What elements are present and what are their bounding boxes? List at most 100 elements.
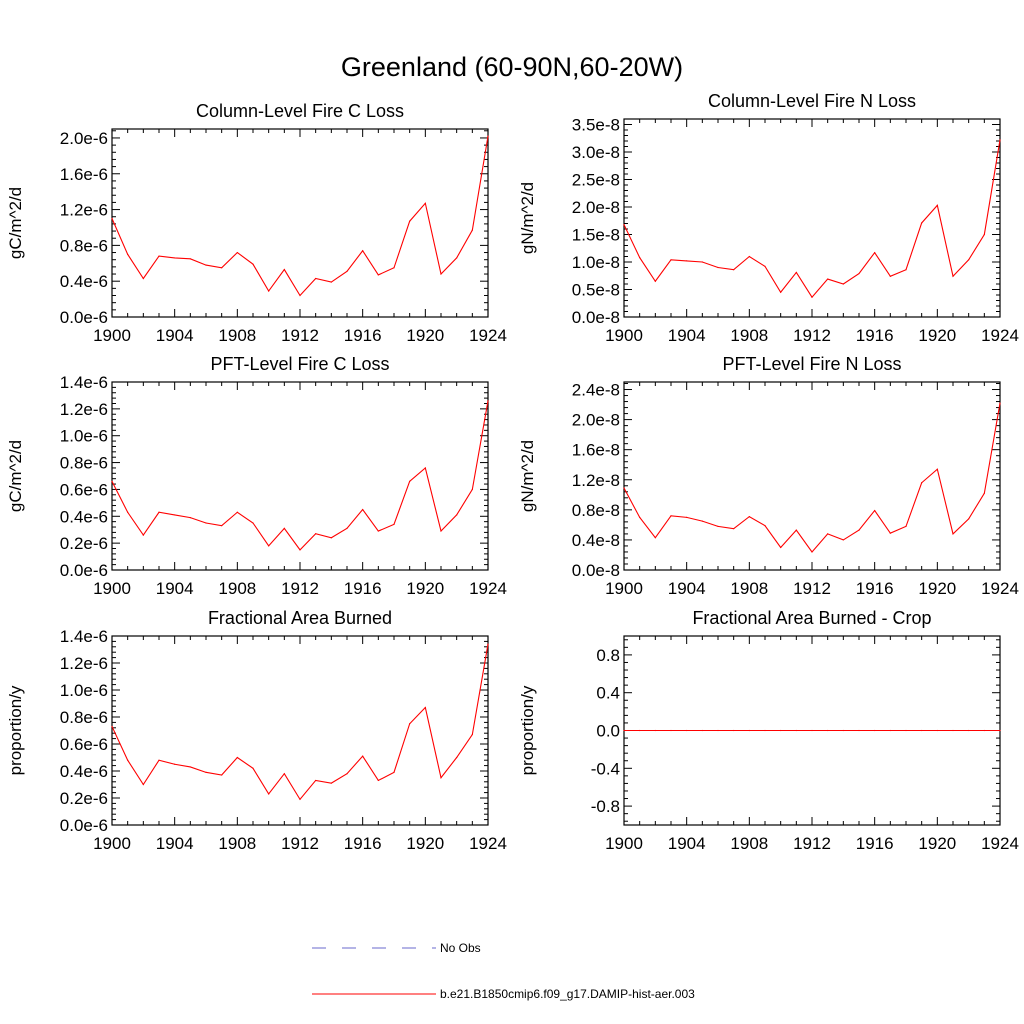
y-tick-label: 1.6e-6	[60, 165, 108, 184]
data-point	[142, 783, 144, 786]
x-tick-label: 1904	[156, 326, 194, 345]
data-point	[174, 763, 176, 765]
legend-label: No Obs	[440, 941, 481, 955]
data-point	[623, 487, 625, 489]
data-point	[764, 265, 766, 267]
y-tick-label: 1.6e-8	[572, 441, 620, 460]
y-tick-label: 0.4e-6	[60, 507, 108, 526]
panel-title: Column-Level Fire N Loss	[708, 91, 916, 111]
x-tick-label: 1908	[218, 834, 256, 853]
y-tick-label: 1.4e-6	[60, 627, 108, 646]
data-point	[221, 774, 223, 776]
data-point	[487, 643, 489, 645]
data-point	[983, 729, 985, 732]
data-point	[842, 729, 844, 732]
data-point	[686, 729, 688, 732]
data-point	[701, 729, 703, 732]
data-point	[456, 257, 458, 259]
data-point	[487, 400, 489, 402]
y-axis-label: gC/m^2/d	[6, 440, 25, 512]
data-point	[968, 729, 970, 732]
data-point	[424, 706, 426, 709]
data-point	[393, 267, 395, 269]
data-point	[362, 755, 364, 757]
panel-title: Column-Level Fire C Loss	[196, 101, 404, 121]
data-point	[733, 269, 735, 271]
y-axis-label: proportion/y	[6, 685, 25, 775]
data-point	[409, 220, 411, 222]
panel-title: PFT-Level Fire C Loss	[210, 354, 389, 374]
plot-frame	[111, 381, 489, 571]
data-point	[189, 766, 191, 768]
data-point	[701, 261, 703, 263]
y-tick-label: 2.5e-8	[572, 171, 620, 190]
data-point	[889, 275, 891, 277]
panel-1: Column-Level Fire C Loss gC/m^2/d 1900 1904…	[6, 101, 507, 345]
x-tick-label: 1900	[605, 834, 643, 853]
data-point	[764, 525, 766, 527]
x-tick-label: 1920	[406, 326, 444, 345]
data-point	[842, 539, 844, 541]
x-tick-label: 1916	[344, 834, 382, 853]
y-tick-label: 1.0e-6	[60, 427, 108, 446]
data-point	[811, 551, 813, 553]
data-point	[440, 777, 442, 779]
data-point	[236, 251, 238, 254]
data-point	[377, 530, 379, 532]
series-line	[623, 402, 1001, 553]
panel-title: Fractional Area Burned	[208, 608, 392, 628]
data-point	[623, 224, 625, 226]
x-tick-label: 1900	[93, 834, 131, 853]
data-point	[921, 222, 923, 224]
data-point	[780, 729, 782, 732]
data-point	[362, 250, 364, 252]
data-point	[858, 729, 860, 732]
data-point	[842, 283, 844, 285]
data-point	[748, 729, 750, 732]
data-point	[717, 266, 719, 269]
y-tick-label: 0.8	[596, 646, 620, 665]
y-axis-label: gN/m^2/d	[518, 182, 537, 254]
data-point	[827, 533, 829, 535]
data-point	[221, 525, 223, 527]
data-point	[221, 267, 223, 269]
data-point	[999, 402, 1001, 404]
x-tick-label: 1900	[93, 579, 131, 598]
data-point	[717, 525, 719, 527]
x-tick-label: 1904	[668, 326, 706, 345]
x-tick-label: 1924	[981, 326, 1019, 345]
x-tick-label: 1916	[344, 326, 382, 345]
data-point	[471, 733, 473, 736]
data-point	[142, 277, 144, 280]
series-line	[111, 136, 489, 297]
data-point	[440, 273, 442, 275]
data-point	[158, 255, 160, 257]
x-tick-label: 1904	[668, 834, 706, 853]
data-point	[686, 516, 688, 518]
data-point	[670, 515, 672, 517]
data-point	[315, 533, 317, 535]
x-tick-label: 1908	[218, 579, 256, 598]
y-tick-label: 0.0e-8	[572, 308, 620, 327]
data-point	[811, 296, 813, 298]
data-point	[205, 264, 207, 266]
data-point	[330, 281, 332, 283]
data-point	[127, 253, 129, 255]
data-point	[889, 532, 891, 534]
data-point	[827, 729, 829, 732]
data-point	[283, 773, 285, 775]
x-tick-label: 1912	[281, 579, 319, 598]
data-point	[795, 271, 797, 274]
x-tick-label: 1900	[93, 326, 131, 345]
panel-2: Column-Level Fire N Loss gN/m^2/d 1900 1904…	[518, 91, 1019, 345]
data-point	[174, 257, 176, 259]
panel-title: Fractional Area Burned - Crop	[692, 608, 931, 628]
y-tick-label: 3.0e-8	[572, 143, 620, 162]
data-point	[315, 779, 317, 782]
data-point	[639, 516, 641, 518]
y-tick-label: 0.4	[596, 684, 620, 703]
x-tick-label: 1920	[918, 326, 956, 345]
y-tick-label: 0.0	[596, 722, 620, 741]
data-point	[733, 528, 735, 530]
data-point	[252, 263, 254, 265]
